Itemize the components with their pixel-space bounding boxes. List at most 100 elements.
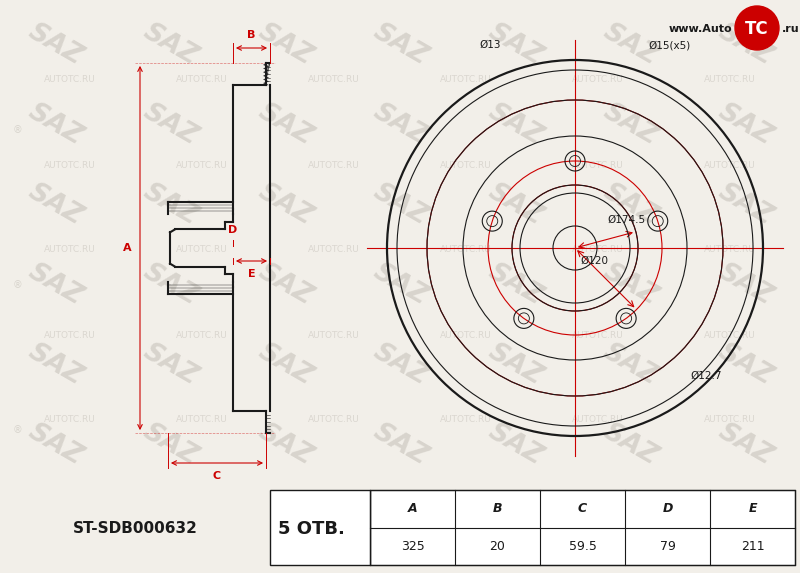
- Text: AUTOTC.RU: AUTOTC.RU: [704, 245, 756, 254]
- Text: AUTOTC.RU: AUTOTC.RU: [572, 415, 624, 425]
- Text: www.Auto: www.Auto: [668, 24, 732, 34]
- Text: AUTOTC.RU: AUTOTC.RU: [308, 245, 360, 254]
- Text: SAZ: SAZ: [138, 19, 202, 71]
- Text: AUTOTC.RU: AUTOTC.RU: [308, 331, 360, 339]
- Text: SAZ: SAZ: [138, 419, 202, 471]
- Text: 325: 325: [401, 540, 424, 553]
- Text: SAZ: SAZ: [713, 179, 777, 231]
- Text: SAZ: SAZ: [253, 99, 317, 151]
- Text: SAZ: SAZ: [253, 259, 317, 311]
- Text: B: B: [493, 503, 502, 515]
- Text: AUTOTC.RU: AUTOTC.RU: [308, 160, 360, 170]
- Text: C: C: [578, 503, 587, 515]
- Text: SAZ: SAZ: [713, 339, 777, 391]
- Text: AUTOTC.RU: AUTOTC.RU: [44, 331, 96, 339]
- Text: 5 ОТВ.: 5 ОТВ.: [278, 520, 345, 537]
- Text: 59.5: 59.5: [569, 540, 597, 553]
- Text: AUTOTC.RU: AUTOTC.RU: [572, 160, 624, 170]
- Text: SAZ: SAZ: [138, 259, 202, 311]
- Text: A: A: [123, 243, 132, 253]
- Text: AUTOTC.RU: AUTOTC.RU: [704, 415, 756, 425]
- Text: SAZ: SAZ: [253, 339, 317, 391]
- Text: AUTOTC.RU: AUTOTC.RU: [440, 415, 492, 425]
- Text: SAZ: SAZ: [23, 99, 87, 151]
- Text: E: E: [248, 269, 255, 279]
- Text: ST-SDB000632: ST-SDB000632: [73, 521, 198, 536]
- Text: SAZ: SAZ: [713, 99, 777, 151]
- Text: SAZ: SAZ: [138, 99, 202, 151]
- Text: ®: ®: [335, 535, 345, 545]
- Text: 20: 20: [490, 540, 506, 553]
- Text: AUTOTC.RU: AUTOTC.RU: [440, 245, 492, 254]
- Text: SAZ: SAZ: [483, 259, 547, 311]
- Text: D: D: [662, 503, 673, 515]
- Text: SAZ: SAZ: [598, 259, 662, 311]
- Text: TC: TC: [745, 20, 769, 38]
- Text: AUTOTC.RU: AUTOTC.RU: [176, 76, 228, 84]
- Text: SAZ: SAZ: [713, 419, 777, 471]
- Text: SAZ: SAZ: [368, 419, 432, 471]
- Text: AUTOTC.RU: AUTOTC.RU: [440, 160, 492, 170]
- Text: SAZ: SAZ: [138, 339, 202, 391]
- Text: AUTOTC.RU: AUTOTC.RU: [44, 245, 96, 254]
- Text: Ø15(x5): Ø15(x5): [649, 40, 691, 50]
- Text: SAZ: SAZ: [483, 339, 547, 391]
- Text: SAZ: SAZ: [598, 419, 662, 471]
- Text: C: C: [213, 471, 221, 481]
- Text: SAZ: SAZ: [23, 339, 87, 391]
- Text: SAZ: SAZ: [368, 99, 432, 151]
- Text: AUTOTC.RU: AUTOTC.RU: [572, 331, 624, 339]
- Text: AUTOTC.RU: AUTOTC.RU: [176, 331, 228, 339]
- Text: AUTOTC.RU: AUTOTC.RU: [704, 331, 756, 339]
- Text: SAZ: SAZ: [368, 339, 432, 391]
- Text: SAZ: SAZ: [253, 419, 317, 471]
- Text: AUTOTC.RU: AUTOTC.RU: [440, 76, 492, 84]
- Circle shape: [735, 6, 779, 50]
- Bar: [370, 490, 795, 565]
- Text: ®: ®: [13, 280, 23, 290]
- Text: 79: 79: [659, 540, 675, 553]
- Text: SAZ: SAZ: [23, 259, 87, 311]
- Text: Ø174.5: Ø174.5: [607, 215, 645, 225]
- Text: SAZ: SAZ: [483, 19, 547, 71]
- Text: ®: ®: [13, 425, 23, 435]
- Text: SAZ: SAZ: [598, 19, 662, 71]
- Text: 211: 211: [741, 540, 764, 553]
- Text: SAZ: SAZ: [253, 19, 317, 71]
- Text: SAZ: SAZ: [138, 179, 202, 231]
- Text: AUTOTC.RU: AUTOTC.RU: [308, 415, 360, 425]
- Text: AUTOTC.RU: AUTOTC.RU: [44, 415, 96, 425]
- Text: SAZ: SAZ: [253, 179, 317, 231]
- Text: SAZ: SAZ: [598, 99, 662, 151]
- Text: AUTOTC.RU: AUTOTC.RU: [308, 76, 360, 84]
- Text: SAZ: SAZ: [368, 259, 432, 311]
- Text: A: A: [408, 503, 418, 515]
- Text: B: B: [247, 30, 256, 40]
- Text: SAZ: SAZ: [483, 179, 547, 231]
- Text: Ø120: Ø120: [580, 256, 608, 266]
- Text: AUTOTC.RU: AUTOTC.RU: [572, 76, 624, 84]
- Text: AUTOTC.RU: AUTOTC.RU: [704, 160, 756, 170]
- Text: SAZ: SAZ: [23, 179, 87, 231]
- Text: D: D: [228, 225, 238, 235]
- Text: Ø13: Ø13: [479, 40, 501, 50]
- Text: AUTOTC.RU: AUTOTC.RU: [704, 76, 756, 84]
- Text: SAZ: SAZ: [713, 259, 777, 311]
- Text: AUTOTC.RU: AUTOTC.RU: [440, 331, 492, 339]
- Text: SAZ: SAZ: [368, 179, 432, 231]
- Text: SAZ: SAZ: [713, 19, 777, 71]
- Text: E: E: [748, 503, 757, 515]
- Text: SAZ: SAZ: [368, 19, 432, 71]
- Text: SAZ: SAZ: [598, 339, 662, 391]
- Text: AUTOTC.RU: AUTOTC.RU: [176, 160, 228, 170]
- Text: AUTOTC.RU: AUTOTC.RU: [572, 245, 624, 254]
- Text: SAZ: SAZ: [23, 19, 87, 71]
- Text: AUTOTC.RU: AUTOTC.RU: [176, 415, 228, 425]
- Text: SAZ: SAZ: [483, 419, 547, 471]
- Text: AUTOTC.RU: AUTOTC.RU: [176, 245, 228, 254]
- Bar: [270, 490, 370, 565]
- Text: SAZ: SAZ: [483, 99, 547, 151]
- Text: SAZ: SAZ: [23, 419, 87, 471]
- Text: .ru: .ru: [782, 24, 800, 34]
- Text: SAZ: SAZ: [598, 179, 662, 231]
